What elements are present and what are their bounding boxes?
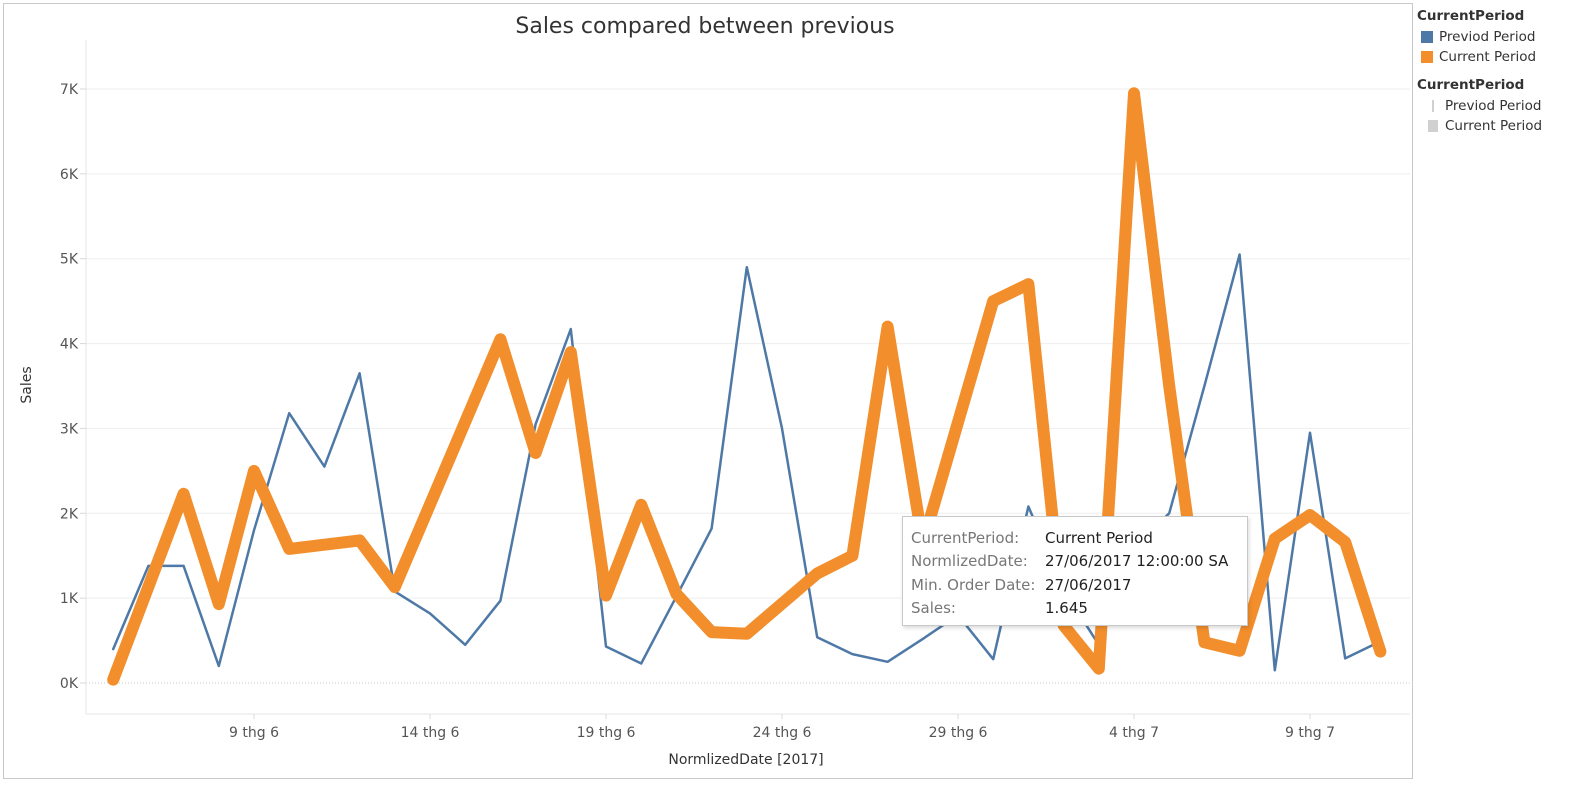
tooltip-key: Min. Order Date: bbox=[911, 575, 1036, 594]
axes: 0K 1K 2K 3K 4K 5K 6K 7K 9 thg 6 14 thg 6 19 thg 6 2… bbox=[60, 40, 1410, 741]
tooltip-value: 27/06/2017 bbox=[1045, 575, 1132, 594]
size-legend-label-previous: Previod Period bbox=[1445, 98, 1542, 114]
legend-swatch-previous bbox=[1421, 31, 1433, 43]
size-swatch-thin bbox=[1427, 100, 1439, 112]
x-tick-label: 4 thg 7 bbox=[1109, 725, 1159, 741]
tooltip-key: Sales: bbox=[911, 599, 956, 618]
tooltip-key: NormlizedDate: bbox=[911, 552, 1028, 571]
legend-label-previous: Previod Period bbox=[1439, 29, 1536, 45]
color-legend: CurrentPeriod Previod Period Current Per… bbox=[1417, 8, 1583, 67]
size-swatch-thick bbox=[1427, 120, 1439, 132]
size-legend-label-current: Current Period bbox=[1445, 118, 1543, 134]
tooltip-value: 1.645 bbox=[1045, 599, 1088, 618]
legend-label-current: Current Period bbox=[1439, 49, 1537, 65]
x-tick-label: 9 thg 6 bbox=[229, 725, 279, 741]
tooltip-row: Min. Order Date: 27/06/2017 bbox=[911, 573, 1239, 597]
tooltip-row: Sales: 1.645 bbox=[911, 597, 1239, 621]
chart-title: Sales compared between previous bbox=[515, 14, 895, 39]
y-tick-label: 0K bbox=[60, 676, 79, 692]
x-tick-label: 29 thg 6 bbox=[929, 725, 988, 741]
legend-item-previous[interactable]: Previod Period bbox=[1417, 27, 1583, 47]
series-lines bbox=[107, 87, 1387, 686]
size-legend-heading: CurrentPeriod bbox=[1417, 77, 1525, 93]
series-line-previous-period[interactable] bbox=[111, 253, 1382, 672]
size-legend-item-previous[interactable]: Previod Period bbox=[1417, 96, 1583, 116]
y-tick-label: 4K bbox=[60, 337, 79, 353]
tooltip-row: NormlizedDate: 27/06/2017 12:00:00 SA bbox=[911, 550, 1239, 574]
x-tick-label: 24 thg 6 bbox=[753, 725, 812, 741]
legend: CurrentPeriod Previod Period Current Per… bbox=[1417, 8, 1583, 136]
tooltip-value: Current Period bbox=[1045, 528, 1153, 547]
y-tick-label: 5K bbox=[60, 252, 79, 268]
x-tick-label: 14 thg 6 bbox=[401, 725, 460, 741]
x-tick-label: 9 thg 7 bbox=[1285, 725, 1335, 741]
size-legend-item-current[interactable]: Current Period bbox=[1417, 116, 1583, 136]
y-tick-label: 2K bbox=[60, 506, 79, 522]
y-axis-title: Sales bbox=[19, 366, 35, 403]
y-tick-label: 1K bbox=[60, 591, 79, 607]
chart-canvas: 0K 1K 2K 3K 4K 5K 6K 7K 9 thg 6 14 thg 6 19 thg 6 2… bbox=[19, 40, 1410, 768]
color-legend-heading: CurrentPeriod bbox=[1417, 8, 1525, 24]
tooltip-key: CurrentPeriod: bbox=[911, 528, 1020, 547]
tooltip-row: CurrentPeriod: Current Period bbox=[911, 526, 1239, 550]
legend-item-current[interactable]: Current Period bbox=[1417, 47, 1583, 67]
y-tick-label: 3K bbox=[60, 421, 79, 437]
tooltip-value: 27/06/2017 12:00:00 SA bbox=[1045, 552, 1229, 571]
legend-swatch-current bbox=[1421, 51, 1433, 63]
x-tick-label: 19 thg 6 bbox=[577, 725, 636, 741]
y-tick-label: 7K bbox=[60, 82, 79, 98]
size-legend: CurrentPeriod Previod Period Current Per… bbox=[1417, 77, 1583, 136]
x-axis-title: NormlizedDate [2017] bbox=[668, 752, 823, 768]
y-tick-label: 6K bbox=[60, 167, 79, 183]
series-line-current-period[interactable] bbox=[107, 87, 1387, 686]
tooltip: CurrentPeriod: Current Period NormlizedD… bbox=[902, 516, 1248, 626]
chart-frame bbox=[3, 3, 1413, 779]
